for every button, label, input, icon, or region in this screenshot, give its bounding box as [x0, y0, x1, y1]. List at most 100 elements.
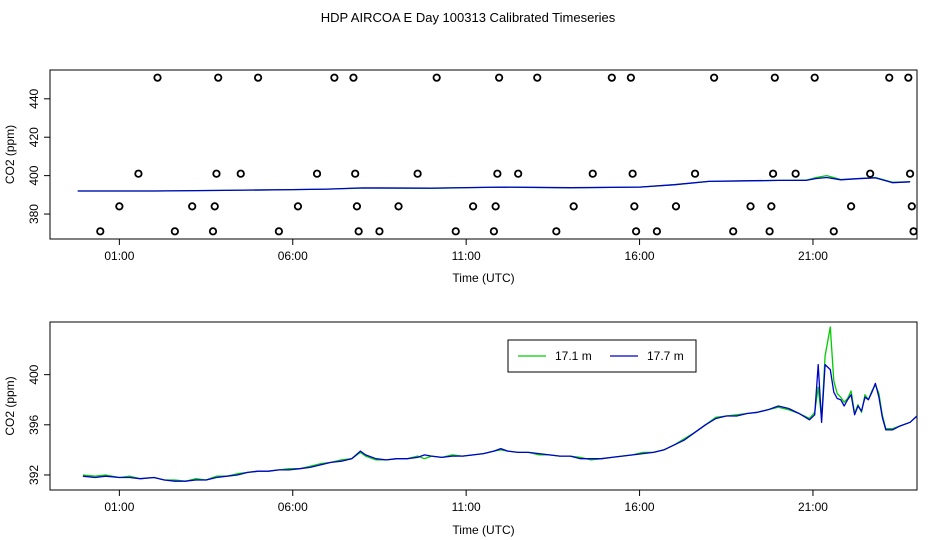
- top-marker-point: [829, 227, 838, 236]
- top-marker-point: [671, 202, 681, 211]
- bottom-y-tick-label: 392: [27, 465, 41, 485]
- top-marker-point: [569, 202, 578, 211]
- top-marker-point: [588, 169, 597, 178]
- bottom-x-tick-label: 21:00: [798, 500, 828, 514]
- top-marker-point: [491, 202, 500, 211]
- top-marker-point: [514, 169, 523, 178]
- top-marker-point: [652, 227, 662, 236]
- bottom-x-tick-label: 06:00: [278, 500, 308, 514]
- top-marker-point: [905, 169, 915, 178]
- top-marker-point: [607, 73, 616, 82]
- top-marker-point: [626, 73, 635, 82]
- top-marker-point: [375, 227, 384, 236]
- top-marker-point: [432, 73, 441, 82]
- top-marker-point: [153, 73, 162, 82]
- top-marker-point: [495, 73, 504, 82]
- top-y-tick-label: 420: [27, 127, 41, 147]
- figure-title: HDP AIRCOA E Day 100313 Calibrated Times…: [321, 10, 616, 25]
- top-marker-point: [274, 227, 283, 236]
- top-x-tick-label: 16:00: [625, 249, 655, 263]
- top-y-axis: 380 400 420 440: [27, 88, 51, 224]
- top-marker-point: [208, 227, 218, 236]
- bottom-series-line-blue: [82, 363, 918, 482]
- top-y-tick-label: 400: [27, 165, 41, 185]
- top-marker-point: [729, 227, 738, 236]
- top-marker-point: [352, 202, 362, 211]
- top-y-tick-label: 440: [27, 88, 41, 108]
- legend-label-17-1m: 17.1 m: [555, 349, 592, 363]
- top-marker-point: [533, 73, 542, 82]
- top-marker-point: [394, 202, 403, 211]
- top-marker-point: [909, 227, 918, 236]
- top-marker-point: [134, 169, 143, 178]
- top-marker-point: [188, 202, 197, 211]
- bottom-y-axis: 392 396 400: [27, 364, 51, 485]
- top-marker-point: [765, 227, 774, 236]
- top-marker-point: [354, 227, 363, 236]
- top-x-axis: 01:00 06:00 11:00 16:00 21:00: [104, 238, 828, 263]
- top-marker-point: [770, 73, 779, 82]
- top-series-line-green: [77, 174, 911, 192]
- top-x-tick-label: 06:00: [278, 249, 308, 263]
- top-marker-point: [746, 202, 755, 211]
- top-marker-point: [214, 73, 223, 82]
- top-marker-point: [312, 169, 322, 178]
- top-marker-point: [349, 73, 358, 82]
- top-series-line-blue: [77, 176, 911, 192]
- bottom-x-axis-label: Time (UTC): [452, 523, 514, 537]
- bottom-x-axis: 01:00 06:00 11:00 16:00 21:00: [104, 489, 828, 514]
- top-marker-point: [907, 202, 916, 211]
- top-marker-point: [210, 202, 219, 211]
- bottom-x-tick-label: 11:00: [452, 500, 481, 514]
- top-marker-point: [904, 73, 913, 82]
- top-marker-point: [330, 73, 339, 82]
- top-x-axis-label: Time (UTC): [452, 271, 514, 285]
- top-marker-point: [810, 73, 819, 82]
- top-marker-point: [631, 227, 641, 236]
- bottom-panel: 01:00 06:00 11:00 16:00 21:00 392 396 400 Time…: [3, 321, 918, 537]
- bottom-series-lines: [82, 326, 918, 482]
- top-marker-point: [96, 227, 105, 236]
- top-marker-point: [413, 169, 422, 178]
- top-panel: 01:00 06:00 11:00 16:00 21:00 380 400 420 440 T…: [3, 69, 918, 285]
- top-marker-point: [885, 73, 894, 82]
- top-marker-point: [493, 169, 502, 178]
- top-marker-point: [690, 169, 700, 178]
- bottom-series-line-green: [82, 326, 918, 482]
- top-markers: [96, 73, 918, 236]
- top-marker-point: [170, 227, 179, 236]
- top-marker-point: [293, 202, 303, 211]
- top-marker-point: [236, 169, 245, 178]
- bottom-y-tick-label: 396: [27, 414, 41, 434]
- top-marker-point: [115, 202, 124, 211]
- top-marker-point: [253, 73, 263, 82]
- top-marker-point: [847, 202, 856, 211]
- bottom-x-tick-label: 01:00: [104, 500, 134, 514]
- top-marker-point: [768, 169, 778, 178]
- top-plot-frame: [49, 69, 918, 240]
- top-marker-point: [767, 202, 776, 211]
- top-marker-point: [451, 227, 460, 236]
- top-x-tick-label: 21:00: [798, 249, 828, 263]
- bottom-y-tick-label: 400: [27, 364, 41, 384]
- top-marker-point: [791, 169, 800, 178]
- top-x-tick-label: 11:00: [452, 249, 481, 263]
- bottom-x-tick-label: 16:00: [625, 500, 655, 514]
- bottom-y-axis-label: CO2 (ppm): [3, 376, 17, 435]
- top-marker-point: [212, 169, 221, 178]
- top-marker-point: [866, 169, 875, 178]
- bottom-plot-frame: [49, 321, 918, 491]
- legend-label-17-7m: 17.7 m: [647, 349, 684, 363]
- top-marker-point: [710, 73, 719, 82]
- top-marker-point: [628, 169, 637, 178]
- top-y-tick-label: 380: [27, 204, 41, 224]
- top-marker-point: [630, 202, 639, 211]
- top-marker-point: [552, 227, 561, 236]
- top-marker-point: [351, 169, 360, 178]
- top-marker-point: [468, 202, 478, 211]
- top-y-axis-label: CO2 (ppm): [3, 125, 17, 184]
- legend: 17.1 m 17.7 m: [507, 339, 697, 373]
- top-x-tick-label: 01:00: [104, 249, 134, 263]
- top-marker-point: [489, 227, 499, 236]
